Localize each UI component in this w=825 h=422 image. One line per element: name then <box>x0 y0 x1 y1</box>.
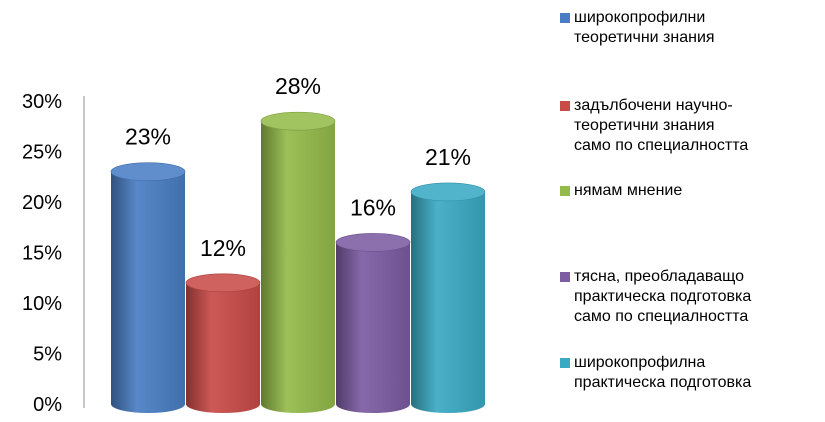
y-tick-label: 15% <box>22 243 62 265</box>
bar-body <box>261 121 335 413</box>
y-tick-label: 20% <box>22 192 62 214</box>
bars <box>110 111 486 413</box>
bar-top <box>410 182 486 202</box>
bar <box>335 233 411 413</box>
bar <box>110 162 186 413</box>
data-label: 23% <box>125 124 171 150</box>
bar-top <box>260 111 336 131</box>
bar-top <box>185 273 261 293</box>
bar <box>410 182 486 413</box>
data-label: 12% <box>200 235 246 261</box>
bar-top <box>335 233 411 252</box>
y-tick-label: 10% <box>22 293 62 315</box>
y-tick-label: 25% <box>22 142 62 164</box>
bar-body <box>336 242 410 413</box>
y-tick-label: 30% <box>22 91 62 113</box>
bar <box>260 111 336 413</box>
bar-body <box>186 282 260 413</box>
data-label: 16% <box>350 194 396 220</box>
y-tick-label: 0% <box>33 394 62 416</box>
data-label: 21% <box>425 144 471 170</box>
bar-top <box>110 162 186 181</box>
y-axis-ticks: 0% 5% 10% 15% 20% 25% 30% <box>22 91 62 416</box>
bar <box>185 273 261 413</box>
data-labels: 23% 12% 28% 16% 21% <box>125 73 471 261</box>
data-label: 28% <box>275 73 321 99</box>
y-tick-label: 5% <box>33 344 62 366</box>
bar-body <box>411 191 485 413</box>
bar-body <box>111 171 185 413</box>
